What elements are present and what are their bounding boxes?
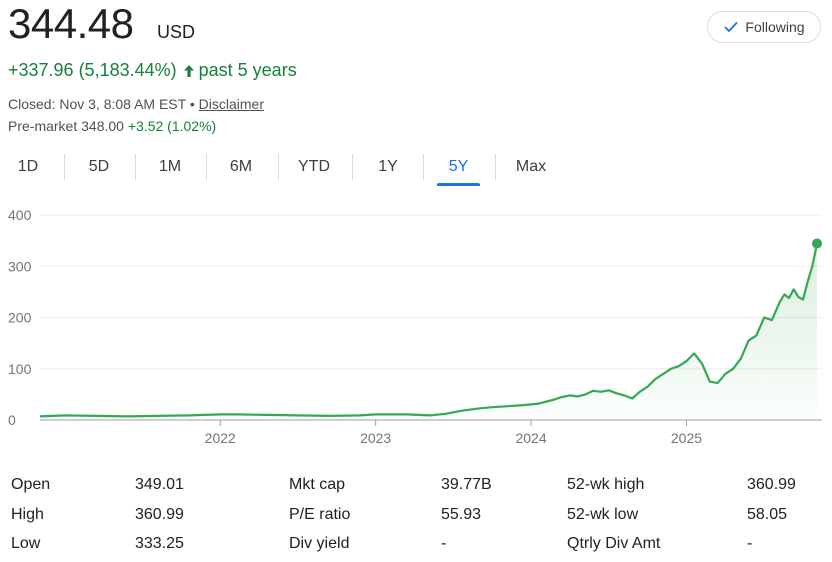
- x-tick-label: 2024: [515, 430, 546, 446]
- stat-label-52wk-low: 52-wk low: [567, 506, 639, 523]
- tab-divider: [278, 154, 279, 180]
- stat-value-mkt-cap: 39.77B: [441, 476, 492, 493]
- x-tick-label: 2022: [205, 430, 236, 446]
- tab-1m[interactable]: 1M: [158, 158, 182, 175]
- x-tick-label: 2023: [360, 430, 391, 446]
- latest-price-point: [812, 238, 822, 249]
- price-area-fill: [40, 243, 817, 420]
- tab-5y[interactable]: 5Y: [437, 152, 480, 186]
- y-tick-label: 0: [8, 412, 16, 428]
- tab-divider: [423, 154, 424, 180]
- premarket-price: Pre-market 348.00: [8, 118, 124, 134]
- tab-divider: [495, 154, 496, 180]
- stat-label-qtrly-div-amt: Qtrly Div Amt: [567, 535, 661, 552]
- stat-label-mkt-cap: Mkt cap: [289, 476, 346, 493]
- currency-label: USD: [157, 22, 196, 42]
- closed-text: Closed: Nov 3, 8:08 AM EST: [8, 96, 186, 112]
- stat-value-low: 333.25: [135, 535, 184, 552]
- tab-divider: [64, 154, 65, 180]
- market-status-row: Closed: Nov 3, 8:08 AM EST • Disclaimer: [8, 96, 264, 112]
- disclaimer-link[interactable]: Disclaimer: [198, 96, 264, 112]
- y-tick-label: 200: [8, 310, 32, 326]
- x-tick-label: 2025: [671, 430, 702, 446]
- x-axis-labels: 2022 2023 2024 2025: [205, 420, 702, 446]
- stat-label-high: High: [11, 506, 44, 523]
- y-axis-labels: 400 300 200 100 0: [8, 207, 32, 428]
- following-label: Following: [745, 19, 805, 35]
- stat-value-52wk-low: 58.05: [747, 506, 788, 523]
- arrow-up-icon: [183, 64, 195, 78]
- price-chart[interactable]: 400 300 200 100 0 2022 2023 2024 2025: [0, 200, 832, 450]
- stock-price: 344.48: [8, 0, 134, 47]
- price-line: [39, 243, 819, 418]
- change-period: past 5 years: [198, 60, 297, 80]
- y-tick-label: 300: [8, 258, 32, 274]
- tab-divider: [135, 154, 136, 180]
- y-tick-label: 400: [8, 207, 32, 223]
- tab-max[interactable]: Max: [515, 158, 547, 175]
- stat-value-52wk-high: 360.99: [747, 476, 796, 493]
- stat-label-open: Open: [11, 476, 51, 493]
- tab-5d[interactable]: 5D: [88, 158, 110, 175]
- stat-label-div-yield: Div yield: [289, 535, 350, 552]
- y-tick-label: 100: [8, 361, 32, 377]
- price-change-row: +337.96 (5,183.44%) past 5 years: [8, 60, 297, 81]
- premarket-change: +3.52 (1.02%): [127, 118, 217, 134]
- tab-ytd[interactable]: YTD: [298, 158, 330, 175]
- tab-1y[interactable]: 1Y: [378, 158, 398, 175]
- stat-label-pe-ratio: P/E ratio: [289, 506, 351, 523]
- stat-label-52wk-high: 52-wk high: [567, 476, 645, 493]
- stat-value-pe-ratio: 55.93: [441, 506, 482, 523]
- check-icon: [723, 19, 739, 35]
- price-change: +337.96 (5,183.44%): [8, 60, 177, 80]
- following-button[interactable]: Following: [707, 11, 821, 43]
- tab-1d[interactable]: 1D: [17, 158, 39, 175]
- stat-value-high: 360.99: [135, 506, 184, 523]
- bullet-separator: •: [185, 96, 199, 112]
- tab-divider: [206, 154, 207, 180]
- stat-label-low: Low: [11, 535, 41, 552]
- stat-value-div-yield: -: [441, 535, 447, 552]
- tab-6m[interactable]: 6M: [229, 158, 253, 175]
- tab-divider: [352, 154, 353, 180]
- premarket-row: Pre-market 348.00 +3.52 (1.02%): [8, 118, 216, 134]
- stat-value-qtrly-div-amt: -: [747, 535, 753, 552]
- stat-value-open: 349.01: [135, 476, 184, 493]
